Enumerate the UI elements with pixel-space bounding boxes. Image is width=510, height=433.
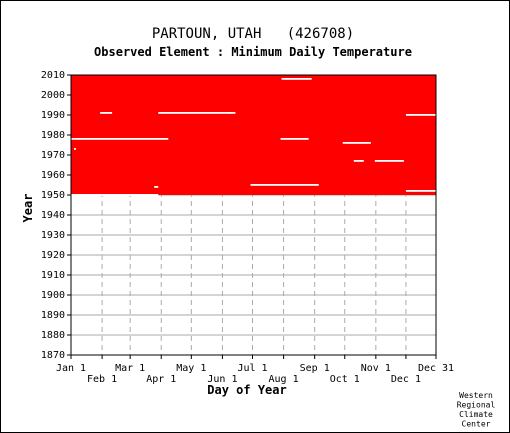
credit-line: Center	[462, 420, 491, 429]
y-tick-label: 1970	[41, 150, 65, 161]
missing-period-mark	[405, 190, 436, 192]
missing-period-mark	[71, 194, 159, 196]
chart-title: PARTOUN, UTAH (426708)	[152, 26, 354, 42]
y-tick-label: 1960	[41, 170, 65, 181]
x-tick-label: Feb 1	[87, 374, 117, 385]
y-tick-label: 1880	[41, 330, 65, 341]
chart-subtitle: Observed Element : Minimum Daily Tempera…	[94, 45, 412, 59]
y-tick-label: 1870	[41, 350, 65, 361]
y-tick-label: 1980	[41, 130, 65, 141]
x-tick-label: Mar 1	[115, 363, 145, 374]
x-tick-label: Aug 1	[269, 374, 299, 385]
x-tick-label: Apr 1	[146, 374, 176, 385]
missing-period-mark	[405, 114, 436, 116]
x-tick-label: Dec 1	[391, 374, 421, 385]
y-tick-label: 1900	[41, 290, 65, 301]
y-tick-label: 1890	[41, 310, 65, 321]
y-tick-label: 1930	[41, 230, 65, 241]
credit-line: Climate	[459, 410, 493, 419]
y-tick-label: 1920	[41, 250, 65, 261]
missing-period-mark	[158, 112, 236, 114]
missing-period-mark	[374, 160, 404, 162]
x-tick-label: Jan 1	[56, 363, 86, 374]
y-tick-labels: 1870 1880 1890 1900 1910 1920 1930 1940 1950 1960…	[41, 70, 71, 361]
x-tick-label: May 1	[176, 363, 206, 374]
missing-period-mark	[280, 138, 309, 140]
x-tick-label: Jun 1	[207, 374, 237, 385]
y-tick-label: 1940	[41, 210, 65, 221]
missing-period-mark	[71, 138, 169, 140]
x-tick-label: Jul 1	[237, 363, 267, 374]
missing-period-mark	[342, 142, 371, 144]
y-tick-label: 1990	[41, 110, 65, 121]
missing-layer	[71, 78, 436, 196]
x-tick-label: Oct 1	[330, 374, 360, 385]
x-tick-label: Nov 1	[361, 363, 391, 374]
missing-period-mark	[250, 184, 319, 186]
missing-period-mark	[100, 112, 113, 114]
y-axis-title: Year	[21, 194, 35, 223]
y-tick-label: 2000	[41, 90, 65, 101]
x-tick-label: Sep 1	[300, 363, 330, 374]
credit-line: Western	[459, 391, 493, 400]
credit-line: Regional	[457, 401, 496, 410]
y-tick-label: 1910	[41, 270, 65, 281]
missing-period-mark	[154, 186, 159, 188]
y-tick-label: 2010	[41, 70, 65, 81]
missing-period-mark	[281, 78, 312, 80]
y-tick-label: 1950	[41, 190, 65, 201]
missing-period-mark	[353, 160, 364, 162]
x-axis-title: Day of Year	[207, 383, 286, 397]
observed-data-block	[71, 75, 436, 195]
data-layer	[71, 75, 436, 195]
missing-period-mark	[74, 148, 77, 150]
x-tick-labels: Jan 1 Mar 1 May 1 Jul 1 Sep 1 Nov 1 Dec 31 Feb …	[56, 355, 454, 385]
x-tick-label: Dec 31	[418, 363, 454, 374]
